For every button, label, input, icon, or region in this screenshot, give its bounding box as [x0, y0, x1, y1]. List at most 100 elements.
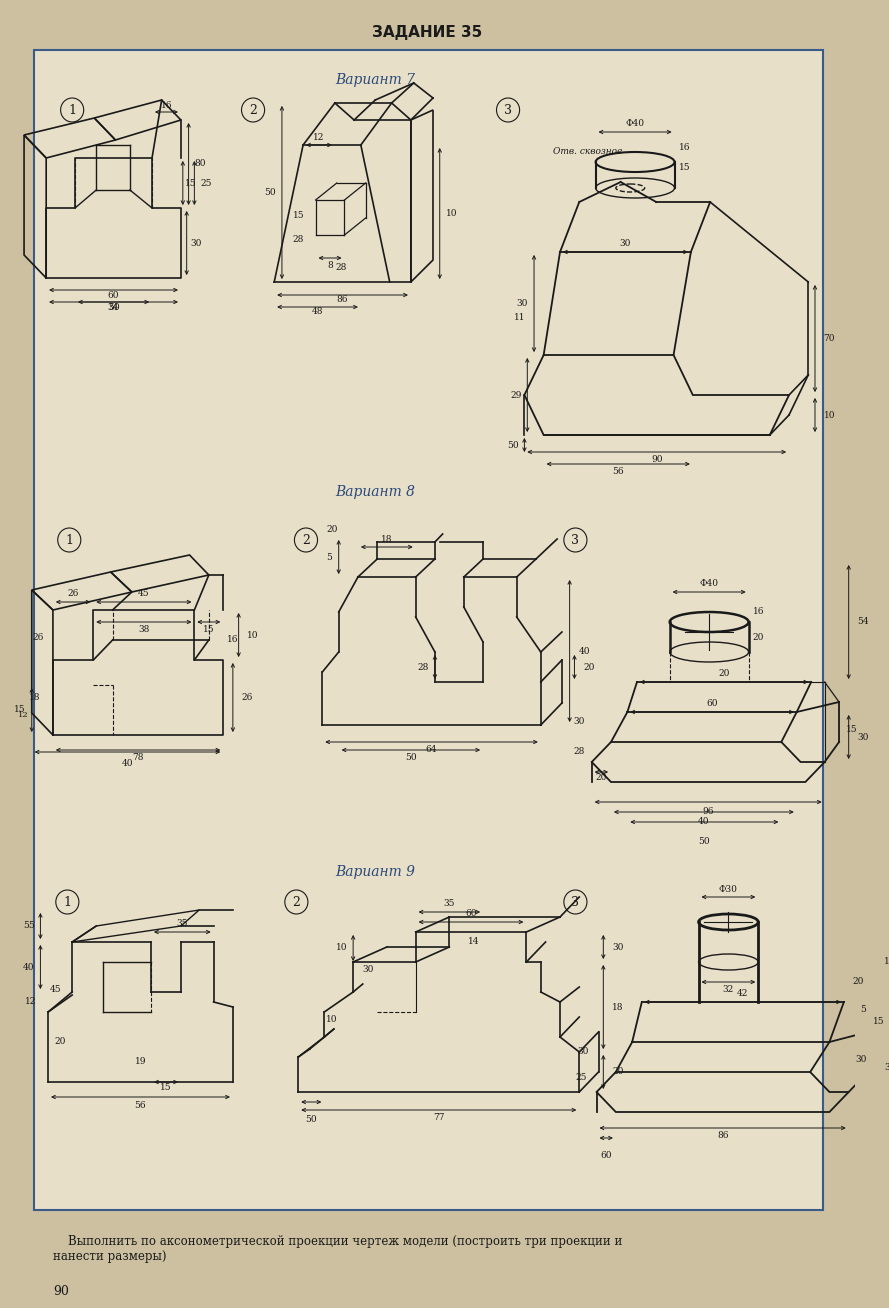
Text: 45: 45	[50, 985, 61, 994]
Text: 60: 60	[706, 700, 717, 709]
Text: 5: 5	[326, 552, 332, 561]
Text: Вариант 9: Вариант 9	[335, 865, 415, 879]
Text: 15: 15	[160, 1083, 172, 1091]
Text: 25: 25	[200, 178, 212, 187]
Text: 35: 35	[177, 920, 188, 929]
Text: 20: 20	[596, 773, 607, 781]
Text: 20: 20	[853, 977, 864, 986]
Text: 3: 3	[572, 896, 580, 909]
Text: 30: 30	[190, 238, 202, 247]
Text: 28: 28	[336, 263, 348, 272]
Text: Ф30: Ф30	[719, 884, 738, 893]
Text: 15: 15	[873, 1018, 885, 1027]
Text: 28: 28	[573, 747, 585, 756]
Text: 3: 3	[572, 534, 580, 547]
Text: 30: 30	[573, 718, 585, 726]
Text: 2: 2	[292, 896, 300, 909]
Text: 12: 12	[25, 998, 36, 1006]
Text: 34: 34	[108, 302, 119, 311]
Text: 64: 64	[426, 746, 437, 755]
Text: 12: 12	[313, 132, 324, 141]
Text: 40: 40	[579, 646, 589, 655]
Text: 50: 50	[507, 441, 518, 450]
Text: 20: 20	[753, 633, 764, 642]
Text: 20: 20	[718, 670, 730, 679]
Text: 30: 30	[885, 1062, 889, 1071]
Text: 38: 38	[138, 625, 149, 634]
Text: 3: 3	[504, 103, 512, 116]
Text: 14: 14	[468, 938, 479, 947]
Text: 19: 19	[135, 1057, 147, 1066]
Text: 50: 50	[306, 1116, 317, 1125]
Text: 45: 45	[138, 590, 149, 599]
Text: 1: 1	[63, 896, 71, 909]
Text: 26: 26	[33, 633, 44, 641]
Text: 56: 56	[613, 467, 624, 476]
Text: 15: 15	[679, 164, 691, 173]
Text: 30: 30	[620, 239, 631, 249]
Text: 18: 18	[612, 1002, 623, 1011]
Text: 86: 86	[717, 1131, 728, 1141]
Text: 96: 96	[702, 807, 714, 816]
Text: 56: 56	[134, 1100, 147, 1109]
Text: 30: 30	[362, 964, 373, 973]
Text: 15: 15	[14, 705, 26, 714]
Text: 86: 86	[337, 296, 348, 305]
Text: 50: 50	[699, 837, 710, 846]
Text: 1: 1	[65, 534, 73, 547]
Text: 70: 70	[824, 334, 835, 343]
Text: 60: 60	[108, 290, 119, 300]
Text: 2: 2	[302, 534, 310, 547]
Text: 55: 55	[23, 922, 35, 930]
Text: 90: 90	[53, 1284, 68, 1298]
Text: 50: 50	[405, 753, 417, 763]
Text: 29: 29	[510, 391, 522, 399]
Text: 16: 16	[227, 636, 238, 645]
Text: 10: 10	[824, 411, 835, 420]
Text: 54: 54	[857, 617, 869, 627]
Text: 8: 8	[327, 262, 332, 271]
Text: 15: 15	[185, 178, 196, 187]
Text: 50: 50	[108, 302, 119, 311]
Text: 90: 90	[651, 455, 662, 464]
Text: 30: 30	[612, 943, 623, 951]
Text: 10: 10	[445, 209, 457, 218]
Text: 11: 11	[514, 314, 525, 323]
Text: 15: 15	[845, 726, 857, 735]
Text: 18: 18	[381, 535, 393, 544]
Bar	[34, 50, 822, 1210]
Text: 30: 30	[578, 1048, 589, 1057]
Text: 1: 1	[68, 103, 76, 116]
Text: 77: 77	[433, 1113, 444, 1122]
Text: 10: 10	[326, 1015, 338, 1024]
Text: 28: 28	[418, 662, 429, 671]
Text: 26: 26	[68, 590, 79, 599]
Text: 32: 32	[723, 985, 734, 994]
Text: 12: 12	[19, 712, 28, 719]
Text: 78: 78	[132, 753, 144, 763]
Text: Выполнить по аксонометрической проекции чертеж модели (построить три проекции и
: Выполнить по аксонометрической проекции …	[53, 1235, 622, 1264]
Text: 60: 60	[465, 909, 477, 918]
Text: Ф40: Ф40	[626, 119, 645, 128]
Text: 16: 16	[679, 144, 691, 153]
Text: 20: 20	[612, 1067, 623, 1076]
Text: 20: 20	[55, 1037, 67, 1046]
Text: 10: 10	[247, 630, 259, 640]
Text: 40: 40	[122, 760, 133, 769]
Text: 42: 42	[737, 989, 749, 998]
Text: 40: 40	[23, 963, 35, 972]
Text: 2: 2	[249, 103, 257, 116]
Text: 5: 5	[861, 1006, 866, 1015]
Text: Вариант 8: Вариант 8	[335, 485, 415, 498]
Text: Вариант 7: Вариант 7	[335, 73, 415, 88]
Text: 60: 60	[600, 1151, 612, 1160]
Text: 48: 48	[312, 307, 324, 317]
Text: 15: 15	[203, 625, 214, 634]
Text: 26: 26	[242, 693, 253, 702]
Text: 18: 18	[28, 693, 40, 702]
Text: Ф40: Ф40	[700, 579, 718, 589]
Text: 50: 50	[265, 188, 276, 198]
Text: 25: 25	[575, 1073, 587, 1082]
Text: 13: 13	[885, 957, 889, 967]
Text: 16: 16	[161, 102, 172, 110]
